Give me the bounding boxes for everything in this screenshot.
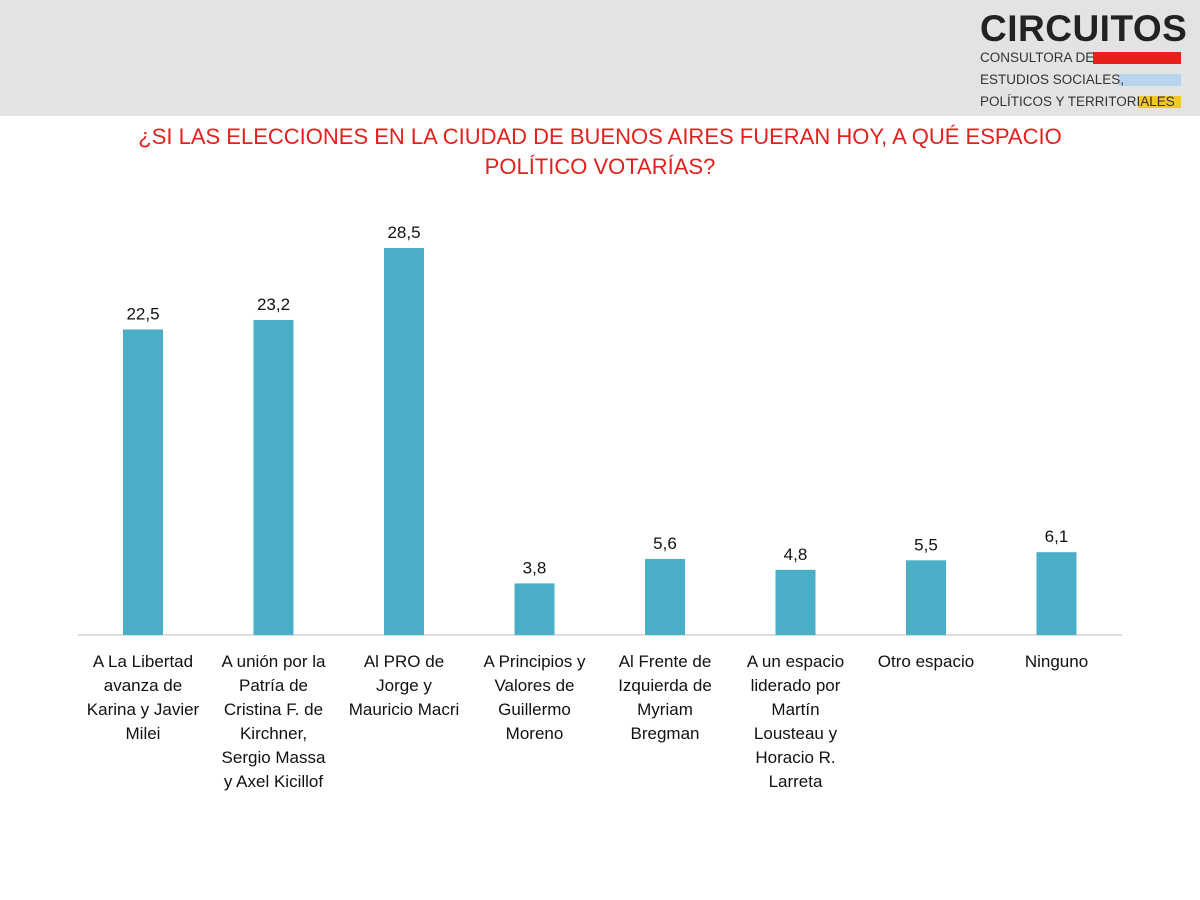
bar-2 (253, 319, 294, 635)
category-label-line: liderado por (750, 676, 841, 695)
bar-5 (645, 558, 685, 635)
logo-line-1: CONSULTORA DE (980, 50, 1095, 65)
category-label-line: Larreta (768, 772, 823, 791)
data-label-2: 23,2 (257, 295, 290, 314)
category-label-line: Mauricio Macri (348, 700, 460, 719)
category-label-5: Al Frente de Izquierda de Myriam Bregman (597, 650, 733, 746)
data-label-8: 6,1 (1045, 527, 1069, 546)
category-label-line: Ninguno (1024, 652, 1089, 671)
category-label-line: A un espacio (746, 652, 845, 671)
header-band (0, 0, 1200, 116)
bar-7 (906, 560, 946, 635)
category-label-line: A La Libertad (92, 652, 194, 671)
data-label-6: 4,8 (784, 545, 808, 564)
category-label-line: Al PRO de (363, 652, 445, 671)
category-label-1: A La Libertad avanza de Karina y Javier Mil… (75, 650, 211, 746)
logo-line-2: ESTUDIOS SOCIALES, (980, 72, 1125, 87)
bar-3 (384, 248, 424, 635)
circuitos-logo: CIRCUITOS CONSULTORA DE ESTUDIOS SOCIALE… (978, 8, 1188, 109)
bar-4 (514, 583, 555, 635)
category-label-line: Guillermo (498, 700, 571, 719)
logo-bar-red (1093, 52, 1181, 64)
category-label-line: Milei (125, 724, 161, 743)
logo-bar-blue (1118, 74, 1181, 86)
data-label-3: 28,5 (387, 223, 420, 242)
category-label-4: A Principios y Valores de Guillermo Moreno (467, 650, 603, 746)
category-label-line: Kirchner, (239, 724, 308, 743)
category-label-line: Valores de (494, 676, 575, 695)
logo-name: CIRCUITOS (980, 8, 1188, 49)
category-label-2: A unión por la Patría de Cristina F. de Kir… (206, 650, 342, 794)
category-label-line: Horacio R. (755, 748, 836, 767)
category-label-line: Lousteau y (753, 724, 838, 743)
category-label-6: A un espacio liderado por Martín Lousteau y… (728, 650, 864, 794)
category-label-line: Patría de (239, 676, 308, 695)
category-label-3: Al PRO de Jorge y Mauricio Macri (336, 650, 472, 722)
data-label-5: 5,6 (653, 534, 677, 553)
category-label-line: Sergio Massa (221, 748, 326, 767)
category-label-line: Karina y Javier (86, 700, 200, 719)
category-label-line: y Axel Kicillof (223, 772, 324, 791)
category-label-line: Moreno (505, 724, 564, 743)
category-label-line: Myriam (637, 700, 693, 719)
category-label-line: avanza de (103, 676, 183, 695)
category-label-7: Otro espacio (858, 650, 994, 674)
data-label-4: 3,8 (523, 558, 547, 577)
data-label-1: 22,5 (126, 304, 159, 323)
category-label-line: A Principios y (483, 652, 586, 671)
chart-title: ¿SI LAS ELECCIONES EN LA CIUDAD DE BUENO… (0, 122, 1200, 182)
bar-6 (775, 569, 816, 635)
category-label-8: Ninguno (989, 650, 1125, 674)
category-label-line: Otro espacio (877, 652, 975, 671)
logo-line-3: POLÍTICOS Y TERRITORIALES (980, 94, 1175, 109)
logo-bar-yellow (1138, 96, 1181, 108)
category-label-line: Martín (771, 700, 820, 719)
chart-title-line-2: POLÍTICO VOTARÍAS? (484, 154, 716, 179)
bar-1 (123, 329, 163, 635)
bar-8 (1036, 552, 1077, 635)
category-label-line: Izquierda de (618, 676, 712, 695)
chart-title-line-1: ¿SI LAS ELECCIONES EN LA CIUDAD DE BUENO… (138, 124, 1062, 149)
category-label-line: Cristina F. de (223, 700, 324, 719)
data-label-7: 5,5 (914, 535, 938, 554)
category-label-line: Al Frente de (618, 652, 712, 671)
category-label-line: A unión por la (221, 652, 326, 671)
category-label-line: Jorge y (376, 676, 432, 695)
category-label-line: Bregman (630, 724, 700, 743)
